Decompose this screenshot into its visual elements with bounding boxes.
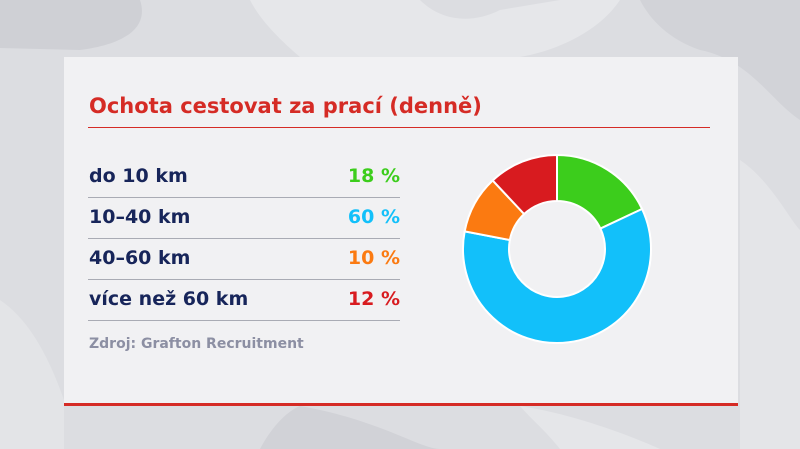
legend-value: 10 % (347, 247, 400, 269)
legend-value: 60 % (347, 206, 400, 228)
legend-label: 40–60 km (89, 247, 191, 269)
title-divider (88, 127, 710, 128)
legend-value: 18 % (347, 165, 400, 187)
legend-row: 10–40 km 60 % (88, 198, 400, 239)
legend-label: více než 60 km (89, 288, 249, 310)
legend-label: 10–40 km (89, 206, 191, 228)
legend-row: do 10 km 18 % (88, 157, 400, 198)
legend-row: 40–60 km 10 % (88, 239, 400, 280)
infographic-card: Ochota cestovat za prací (denně) do 10 k… (64, 57, 738, 405)
chart-title: Ochota cestovat za prací (denně) (89, 94, 482, 118)
donut-slice-4 (491, 153, 558, 216)
source-note: Zdroj: Grafton Recruitment (89, 336, 304, 352)
donut-slice-2 (462, 207, 652, 344)
legend-label: do 10 km (89, 165, 188, 187)
bottom-accent-rule (64, 403, 738, 406)
donut-chart (462, 153, 652, 344)
legend-table: do 10 km 18 % 10–40 km 60 % 40–60 km 10 … (88, 157, 400, 321)
legend-row: více než 60 km 12 % (88, 280, 400, 321)
legend-value: 12 % (347, 288, 400, 310)
